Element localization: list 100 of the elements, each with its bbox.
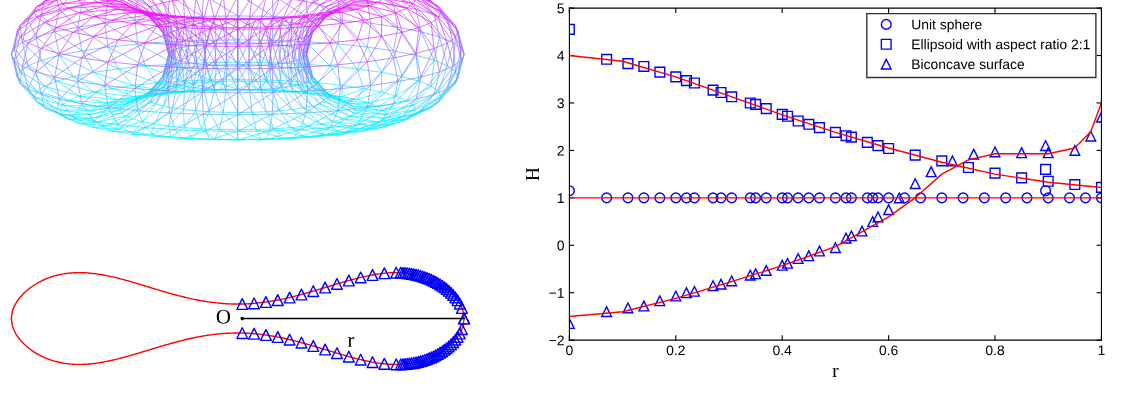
point [760, 192, 772, 204]
point [680, 192, 693, 204]
legend-label: Ellipsoid with aspect ratio 2:1 [912, 39, 1090, 53]
point [750, 268, 762, 280]
point [670, 71, 682, 83]
point [813, 192, 826, 204]
point [962, 161, 974, 174]
point [840, 130, 852, 142]
point [867, 216, 879, 228]
point [914, 192, 927, 204]
point [601, 53, 613, 65]
x-axis-title: r [832, 367, 839, 378]
point [861, 136, 873, 148]
point [803, 118, 815, 130]
point [1079, 192, 1092, 204]
point [1021, 192, 1033, 204]
y-tick-label: 5 [557, 3, 564, 14]
point [936, 155, 948, 167]
x-tick-label: 0.8 [985, 345, 1005, 356]
point [622, 302, 634, 314]
point [845, 230, 857, 242]
point [792, 253, 804, 265]
point [957, 192, 969, 204]
point [726, 275, 738, 287]
point [760, 103, 772, 115]
point [978, 192, 990, 204]
point [707, 192, 719, 204]
y-tick-label: 4 [557, 51, 565, 61]
x-tick-label: 0.4 [773, 345, 792, 356]
y-tick-label: 1 [557, 193, 564, 203]
point [622, 192, 634, 204]
point [750, 98, 762, 110]
point [688, 77, 700, 89]
point [680, 287, 693, 299]
point [845, 192, 857, 204]
point [883, 192, 895, 204]
point [803, 192, 815, 204]
point [872, 140, 884, 152]
point [601, 192, 613, 204]
point [867, 192, 879, 204]
point [1016, 172, 1028, 184]
point [872, 211, 884, 223]
point [688, 192, 700, 204]
point [680, 75, 693, 87]
point [715, 278, 727, 290]
y-axis-title: H [526, 167, 539, 181]
legend-label: Biconcave surface [912, 58, 1025, 70]
point [845, 131, 857, 143]
point [654, 66, 666, 78]
point [776, 108, 788, 120]
point [813, 245, 826, 257]
point [1069, 179, 1081, 191]
point [776, 192, 788, 204]
point [861, 192, 873, 204]
point [760, 264, 772, 276]
point [1042, 175, 1054, 187]
legend-label: Unit sphere [912, 19, 982, 33]
y-tick-label: −1 [549, 288, 564, 298]
point [872, 192, 884, 204]
point [781, 257, 794, 269]
point [1042, 192, 1054, 204]
point [601, 306, 613, 318]
point [829, 126, 841, 138]
text: O [216, 309, 231, 324]
point [715, 192, 727, 204]
point [1069, 144, 1081, 156]
point [670, 192, 682, 204]
point [1042, 147, 1054, 159]
point [622, 58, 634, 70]
y-tick-label: 0 [557, 240, 564, 251]
y-tick-label: 3 [557, 98, 564, 109]
point [744, 269, 756, 281]
y-tick-label: 2 [557, 145, 564, 156]
point [792, 192, 804, 204]
point [883, 142, 895, 155]
point [670, 290, 682, 302]
point [883, 204, 895, 216]
point [750, 192, 762, 204]
point [989, 146, 1001, 158]
point [909, 178, 921, 190]
point [638, 60, 650, 72]
point [707, 84, 719, 96]
point [707, 280, 719, 292]
point [781, 192, 794, 204]
point [1016, 147, 1028, 159]
y-tick-label: −2 [549, 335, 564, 346]
point [1040, 185, 1052, 197]
point [1000, 192, 1012, 204]
point [744, 97, 756, 109]
x-tick-label: 0.2 [666, 345, 685, 356]
point [989, 167, 1001, 179]
point [936, 192, 948, 204]
point [654, 192, 666, 204]
point [893, 192, 905, 204]
point [726, 192, 738, 204]
point [909, 149, 921, 161]
point [840, 232, 852, 244]
point [946, 155, 959, 167]
point [829, 242, 841, 254]
point [776, 259, 788, 271]
